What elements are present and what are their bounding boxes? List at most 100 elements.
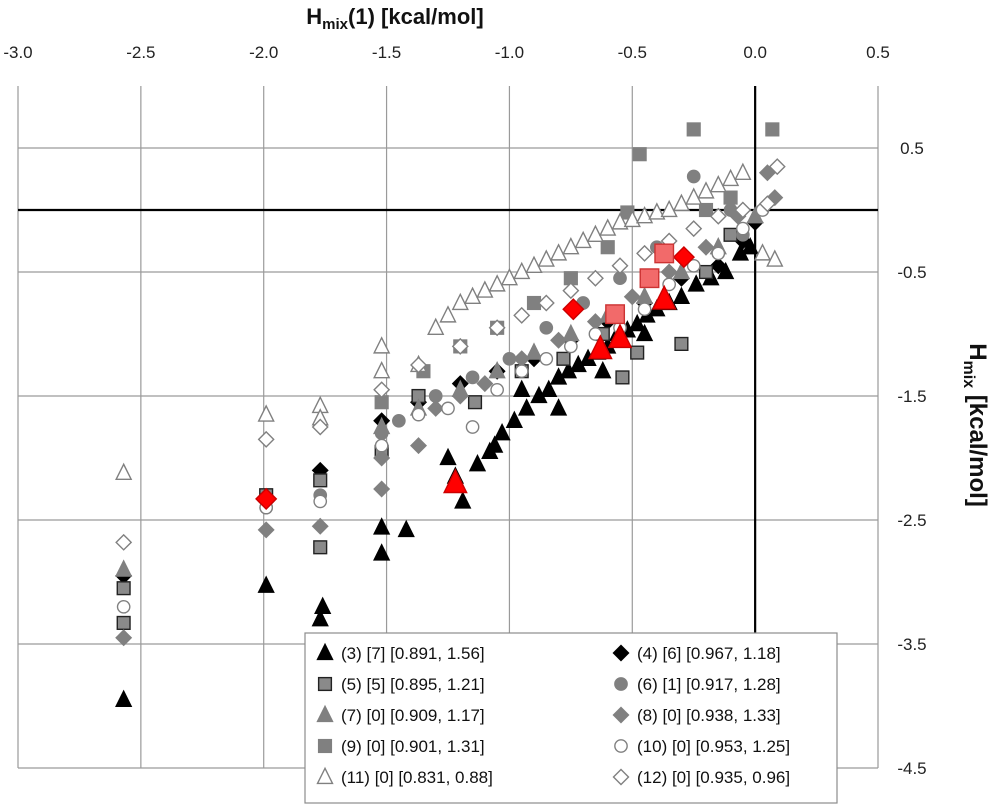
data-point — [611, 212, 629, 230]
data-point — [397, 519, 415, 538]
data-point — [607, 323, 633, 349]
data-point — [662, 277, 676, 292]
highlight-series — [605, 243, 675, 325]
data-point — [439, 305, 457, 323]
legend-item: (5) [5] [0.895, 1.21] — [317, 675, 485, 694]
data-point — [605, 304, 626, 325]
data-point — [599, 218, 617, 236]
legend-label: (11) [0] [0.831, 0.88] — [341, 768, 493, 787]
data-point — [549, 243, 568, 261]
data-point — [115, 533, 133, 551]
data-point — [373, 543, 391, 561]
legend-label: (7) [0] [0.909, 1.17] — [341, 706, 485, 725]
data-point — [685, 187, 703, 205]
legend-label: (9) [0] [0.901, 1.31] — [341, 737, 485, 756]
y-axis-title-sub: mix — [960, 361, 977, 389]
legend-label: (8) [0] [0.938, 1.33] — [637, 706, 781, 725]
x-tick-label: -1.0 — [495, 43, 524, 62]
data-point — [765, 122, 780, 137]
data-point — [586, 313, 604, 331]
data-point — [411, 407, 426, 422]
data-point — [635, 206, 654, 224]
data-point — [741, 237, 759, 255]
data-point — [637, 302, 652, 317]
data-point — [758, 164, 776, 182]
data-point — [758, 195, 776, 213]
data-point — [623, 288, 641, 306]
highlight-series — [255, 246, 696, 511]
y-tick-label: 0.5 — [900, 139, 924, 158]
data-point — [513, 379, 531, 397]
legend-marker — [317, 676, 333, 692]
y-tick-label: -1.5 — [897, 387, 926, 406]
data-point — [373, 361, 391, 379]
data-point — [539, 320, 554, 335]
tick-labels: -3.0 -2.5 -2.0 -1.5 -1.0 -0.5 0.0 0.5 0.5 -0.5 -1.… — [3, 43, 926, 778]
data-point — [373, 480, 391, 498]
data-point — [594, 361, 612, 379]
data-point — [517, 398, 536, 416]
data-point — [486, 435, 504, 453]
data-point — [734, 162, 752, 180]
data-point — [116, 615, 131, 630]
data-point — [116, 581, 131, 596]
y-tick-label: -2.5 — [897, 511, 926, 530]
data-point — [556, 351, 571, 366]
data-point — [539, 351, 554, 366]
y-tick-label: -0.5 — [897, 263, 926, 282]
data-point — [537, 249, 555, 267]
data-point — [373, 449, 391, 467]
x-tick-label: -0.5 — [618, 43, 647, 62]
data-point — [639, 268, 660, 289]
data-point — [463, 286, 482, 304]
data-point — [687, 274, 705, 292]
data-point — [451, 387, 469, 405]
data-series — [115, 158, 786, 551]
data-point — [709, 207, 727, 225]
data-point — [723, 190, 738, 205]
data-point — [257, 521, 275, 539]
data-point — [697, 181, 715, 199]
data-point — [488, 274, 506, 292]
x-axis-title-rest: (1) [kcal/mol] — [348, 4, 484, 29]
data-point — [562, 298, 585, 321]
data-point — [500, 268, 519, 286]
data-point — [698, 264, 714, 280]
x-axis-title: Hmix(1) [kcal/mol] — [306, 4, 483, 33]
data-point — [632, 147, 647, 162]
data-point — [255, 487, 278, 511]
data-point — [768, 158, 786, 176]
data-point — [427, 317, 445, 335]
data-point — [313, 473, 328, 488]
data-point — [465, 370, 480, 385]
legend-item: (3) [7] [0.891, 1.56] — [316, 642, 485, 663]
data-point — [313, 540, 328, 555]
legend-item: (7) [0] [0.909, 1.17] — [316, 704, 485, 725]
data-point — [686, 122, 701, 137]
data-point — [586, 224, 605, 242]
data-point — [257, 430, 275, 448]
data-series — [116, 227, 738, 630]
legend-marker — [316, 766, 334, 785]
data-point — [574, 230, 592, 249]
data-point — [468, 454, 487, 472]
data-point — [587, 334, 613, 360]
data-series — [115, 162, 784, 481]
y-tick-label: -4.5 — [897, 759, 926, 778]
data-point — [373, 381, 391, 399]
data-point — [736, 221, 750, 236]
data-point — [410, 437, 428, 455]
data-point — [439, 447, 457, 466]
data-point — [454, 491, 472, 509]
data-point — [451, 292, 469, 311]
y-axis-title: Hmix [kcal/mol] — [960, 343, 991, 507]
legend-marker — [612, 644, 630, 662]
data-point — [410, 356, 428, 374]
y-tick-label: -3.5 — [897, 635, 926, 654]
data-point — [672, 246, 696, 269]
data-point — [488, 361, 506, 379]
x-tick-label: 0.5 — [866, 43, 890, 62]
data-point — [709, 257, 727, 275]
data-series — [115, 237, 759, 707]
